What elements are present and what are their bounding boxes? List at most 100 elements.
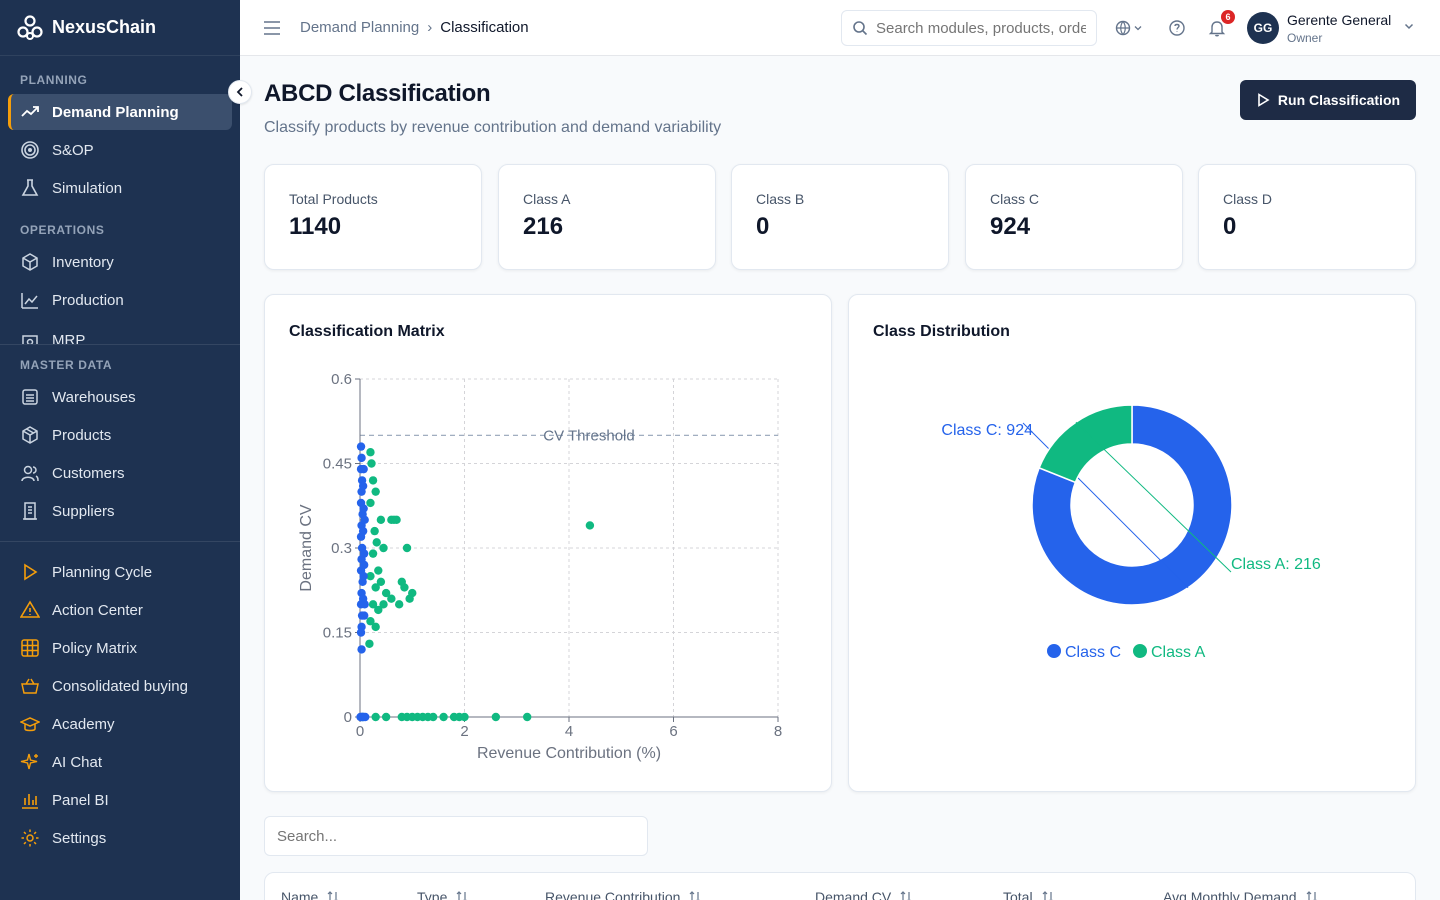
stat-card-class-c: Class C 924 [965, 164, 1183, 270]
column-header-name[interactable]: Name [281, 889, 340, 900]
sidebar-item-production[interactable]: Production [8, 282, 232, 318]
sidebar: NexusChain PLANNING Demand Planning S&OP… [0, 0, 240, 900]
stat-label: Class D [1223, 191, 1273, 207]
data-point [367, 459, 376, 468]
global-search-input[interactable] [876, 19, 1086, 37]
notifications-button[interactable] [1207, 18, 1227, 38]
sidebar-item-label: Customers [52, 464, 125, 482]
data-point [371, 712, 380, 722]
avatar[interactable]: GG [1247, 12, 1279, 44]
sidebar-item-label: Consolidated buying [52, 677, 188, 695]
cog-box-icon [20, 330, 40, 344]
class-distribution-panel: Class Distribution Class C: 924 Class A: … [848, 294, 1416, 792]
basket-icon [20, 676, 40, 696]
sidebar-item-customers[interactable]: Customers [8, 455, 232, 491]
data-point [394, 600, 404, 609]
sidebar-item-products[interactable]: Products [8, 417, 232, 453]
sidebar-item-label: AI Chat [52, 753, 103, 771]
column-header-revenue-contribution[interactable]: Revenue Contribution [545, 889, 702, 900]
sidebar-item-settings[interactable]: Settings [8, 820, 232, 856]
sidebar-item-label: Academy [52, 715, 115, 733]
user-role: Owner [1287, 31, 1323, 45]
stat-value: 216 [523, 213, 564, 240]
data-point [405, 594, 414, 603]
y-tick-label: 0.3 [331, 540, 352, 557]
data-point [359, 464, 368, 474]
sidebar-item-warehouses[interactable]: Warehouses [8, 379, 232, 415]
sidebar-item-simulation[interactable]: Simulation [8, 170, 232, 206]
column-header-type[interactable]: Type [417, 889, 469, 900]
sidebar-item-demand-planning[interactable]: Demand Planning [8, 94, 232, 130]
stat-card-class-d: Class D 0 [1198, 164, 1416, 270]
sidebar-item-label: Inventory [52, 253, 114, 271]
sidebar-item-planning-cycle[interactable]: Planning Cycle [8, 554, 232, 590]
data-point [368, 476, 378, 485]
user-name[interactable]: Gerente General [1287, 12, 1392, 28]
stat-value: 1140 [289, 213, 342, 240]
column-header-total[interactable]: Total [1003, 889, 1055, 900]
data-point [381, 588, 391, 598]
topbar: Demand Planning › Classification 6 GG Ge… [240, 0, 1440, 56]
box-icon [20, 252, 40, 272]
y-tick-label: 0 [344, 709, 352, 726]
chevron-down-icon[interactable] [1403, 20, 1415, 32]
language-selector[interactable] [1113, 18, 1145, 38]
sort-icon [1306, 891, 1317, 900]
sidebar-item-label: S&OP [52, 141, 94, 159]
sidebar-item-inventory[interactable]: Inventory [8, 244, 232, 280]
run-classification-button[interactable]: Run Classification [1240, 80, 1416, 120]
menu-toggle-button[interactable] [262, 18, 282, 38]
class-distribution-chart: Class C: 924 Class A: 216 Class C Class A [941, 404, 1321, 661]
sidebar-item-consolidated-buying[interactable]: Consolidated buying [8, 668, 232, 704]
x-tick-label: 4 [565, 723, 573, 740]
sidebar-item-action-center[interactable]: Action Center [8, 592, 232, 628]
stat-label: Class C [990, 191, 1040, 207]
column-header-label: Total [1003, 889, 1033, 900]
sidebar-item-label: Planning Cycle [52, 563, 153, 581]
building-icon [20, 501, 40, 521]
data-point [366, 617, 375, 626]
data-point [359, 549, 369, 558]
x-tick-label: 8 [774, 723, 782, 740]
data-point [370, 526, 379, 536]
section-label-operations: OPERATIONS [20, 223, 105, 237]
column-header-label: Demand CV [815, 889, 892, 900]
notification-count-badge: 6 [1221, 10, 1235, 24]
data-point [376, 515, 386, 525]
column-header-demand-cv[interactable]: Demand CV [815, 889, 913, 900]
grid-icon [20, 638, 40, 658]
sidebar-item-academy[interactable]: Academy [8, 706, 232, 742]
column-header-avg-monthly-demand[interactable]: Avg Monthly Demand [1163, 889, 1319, 900]
help-button[interactable] [1167, 18, 1187, 38]
table-search[interactable] [264, 816, 648, 856]
classification-matrix-chart: CV Threshold 0 2 4 6 8 0 0.15 0.3 0.45 0.6 Revenue … [298, 371, 782, 762]
column-header-label: Name [281, 889, 319, 900]
breadcrumb-demand-planning[interactable]: Demand Planning [300, 19, 420, 36]
global-search[interactable] [841, 10, 1097, 46]
sidebar-item-label: Simulation [52, 179, 123, 197]
sidebar-item-mrp[interactable]: MRP [8, 322, 232, 344]
play-icon [20, 562, 40, 582]
collapse-sidebar-button[interactable] [228, 80, 252, 104]
x-tick-label: 6 [669, 723, 677, 740]
data-point [392, 515, 401, 525]
brand[interactable]: NexusChain [0, 0, 240, 56]
play-icon [1258, 93, 1270, 107]
data-point [357, 453, 366, 463]
stat-card-total-products: Total Products 1140 [264, 164, 482, 270]
sidebar-item-sop[interactable]: S&OP [8, 132, 232, 168]
sort-icon [327, 891, 339, 900]
table-search-input[interactable] [277, 827, 637, 845]
package-icon [20, 425, 40, 445]
sidebar-divider [0, 344, 240, 345]
sidebar-item-ai-chat[interactable]: AI Chat [8, 744, 232, 780]
sidebar-item-label: Policy Matrix [52, 639, 138, 657]
brand-name: NexusChain [52, 17, 157, 37]
sidebar-item-policy-matrix[interactable]: Policy Matrix [8, 630, 232, 666]
sidebar-item-suppliers[interactable]: Suppliers [8, 493, 232, 529]
sidebar-item-panel-bi[interactable]: Panel BI [8, 782, 232, 818]
sparkle-icon [20, 752, 40, 772]
data-point [361, 712, 370, 722]
warning-icon [20, 600, 40, 620]
help-icon [1169, 20, 1185, 36]
